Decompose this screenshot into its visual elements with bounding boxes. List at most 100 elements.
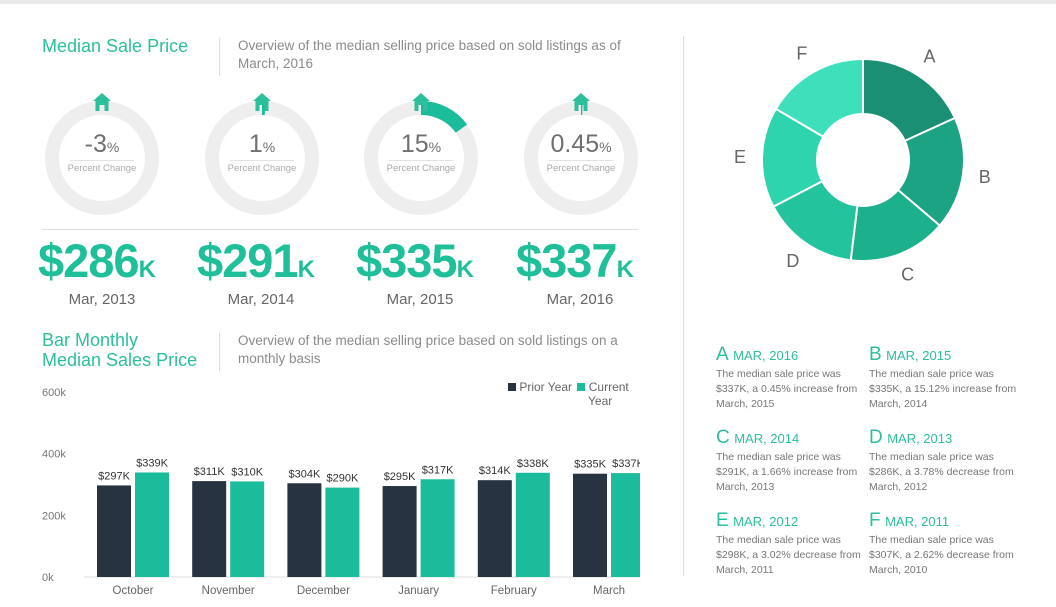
donut-label-d: D <box>786 251 799 271</box>
price-value: $335K <box>356 234 474 287</box>
detail-letter: D <box>869 427 883 448</box>
x-tick-label: March <box>593 585 625 597</box>
bar-current-year <box>515 472 550 577</box>
percent-divider <box>230 160 294 161</box>
bar-value-label: $290K <box>326 473 358 485</box>
detail-text: The median sale price was $335K, a 15.12… <box>869 368 1017 410</box>
detail-letter: F <box>869 510 881 531</box>
legend-row: Prior Year Current <box>508 380 629 394</box>
price-value: $337K <box>516 234 634 287</box>
bar-value-label: $310K <box>231 466 263 478</box>
percent-change-label: Percent Change <box>227 163 297 174</box>
bar-prior-year <box>192 481 227 577</box>
y-tick-label: 200k <box>42 510 66 522</box>
price-date: Mar, 2015 <box>386 291 454 308</box>
detail-date: MAR, 2016 <box>733 348 799 363</box>
donut-label-b: B <box>979 167 991 187</box>
kpi-2015: 15% Percent Change <box>361 92 481 217</box>
detail-date: MAR, 2011 <box>885 514 950 529</box>
bar-chart-description: Overview of the median selling price bas… <box>238 333 618 366</box>
bar-value-label: $311K <box>194 466 226 478</box>
legend-current-label: Current <box>588 380 629 394</box>
detail-date: MAR, 2012 <box>733 514 799 529</box>
y-tick-label: 600k <box>42 387 66 399</box>
kpi-ring <box>524 101 638 215</box>
x-tick-label: January <box>398 585 439 597</box>
detail-c: C MAR, 2014 The median sale price was $2… <box>716 428 864 495</box>
percent-change-value: 1% <box>248 130 276 158</box>
percent-divider <box>549 160 613 161</box>
detail-text: The median sale price was $337K, a 0.45%… <box>716 368 858 410</box>
bar-value-label: $314K <box>479 465 511 477</box>
bar-chart-title-line1: Bar Monthly <box>42 330 139 350</box>
donut-chart: A B C D E F <box>734 43 991 285</box>
detail-date: MAR, 2014 <box>734 431 800 446</box>
bar-current-year <box>135 472 169 577</box>
bar-value-label: $304K <box>288 468 320 480</box>
bar-current-year <box>325 487 360 577</box>
bar-value-label: $295K <box>384 471 416 483</box>
bar-chart-title-line2: Median Sales Price <box>42 350 198 370</box>
bar-chart: 0k 200k 400k 600k $297K $339K October $311K $310… <box>42 387 640 597</box>
home-icon <box>412 93 430 111</box>
bar-prior-year <box>97 485 131 577</box>
detail-b: B MAR, 2015 The median sale price was $3… <box>869 345 1017 412</box>
donut-label-f: F <box>796 43 807 63</box>
price-2015: $335K Mar, 2015 <box>356 234 506 308</box>
home-icon <box>93 93 111 111</box>
percent-divider <box>389 160 453 161</box>
detail-text: The median sale price was $307K, a 2.62%… <box>869 534 1014 576</box>
legend-current-label-line2: Year <box>588 394 613 408</box>
detail-letter: A <box>716 344 729 365</box>
donut-label-e: E <box>734 147 746 167</box>
median-sale-price-description: Overview of the median selling price bas… <box>238 38 621 71</box>
price-2013: $286K Mar, 2013 <box>38 234 188 308</box>
percent-change-label: Percent Change <box>67 163 137 174</box>
price-date: Mar, 2013 <box>68 291 136 308</box>
detail-letter: E <box>716 510 729 531</box>
detail-text: The median sale price was $298K, a 3.02%… <box>716 534 861 576</box>
donut-label-c: C <box>901 265 914 285</box>
bar-legend: Prior Year Current Year <box>508 380 629 408</box>
price-value: $286K <box>38 234 156 287</box>
detail-text: The median sale price was $286K, a 3.78%… <box>869 451 1014 493</box>
price-date: Mar, 2016 <box>546 291 614 308</box>
price-value: $291K <box>197 234 315 287</box>
percent-change-label: Percent Change <box>386 163 456 174</box>
bar-prior-year <box>573 473 607 577</box>
x-tick-label: February <box>491 585 537 597</box>
detail-f: F MAR, 2011 The median sale price was $3… <box>869 511 1017 578</box>
legend-prior-label: Prior Year <box>519 380 573 394</box>
y-tick-label: 400k <box>42 449 66 461</box>
kpi-2016: 0.45% Percent Change <box>521 92 641 217</box>
percent-change-label: Percent Change <box>546 163 616 174</box>
legend-prior-swatch <box>508 383 516 391</box>
bar-value-label: $317K <box>422 464 454 476</box>
detail-date: MAR, 2015 <box>886 348 952 363</box>
bar-title-divider <box>219 333 220 371</box>
percent-change-value: -3% <box>84 130 120 158</box>
bar-current-year <box>611 473 640 577</box>
legend-current-swatch <box>577 383 586 391</box>
bar-value-label: $335K <box>574 459 606 471</box>
home-icon <box>253 93 271 111</box>
detail-date: MAR, 2013 <box>887 431 953 446</box>
detail-d: D MAR, 2013 The median sale price was $2… <box>869 428 1017 495</box>
detail-text: The median sale price was $291K, a 1.66%… <box>716 451 858 493</box>
kpi-ring <box>45 101 159 215</box>
detail-letter: B <box>869 344 882 365</box>
donut-label-a: A <box>923 47 935 67</box>
detail-e: E MAR, 2012 The median sale price was $2… <box>716 511 864 578</box>
bar-value-label: $337K <box>612 458 640 470</box>
bar-current-year <box>230 481 265 577</box>
bar-value-label: $297K <box>98 470 130 482</box>
detail-letter: C <box>716 427 730 448</box>
x-tick-label: November <box>202 585 255 597</box>
bar-prior-year <box>382 486 417 577</box>
median-sale-price-title: Median Sale Price <box>42 36 189 56</box>
price-2016: $337K Mar, 2016 <box>516 234 666 308</box>
y-tick-label: 0k <box>42 572 54 584</box>
bar-value-label: $338K <box>517 458 549 470</box>
kpi-divider <box>42 229 638 230</box>
percent-change-value: 15% <box>400 130 442 158</box>
